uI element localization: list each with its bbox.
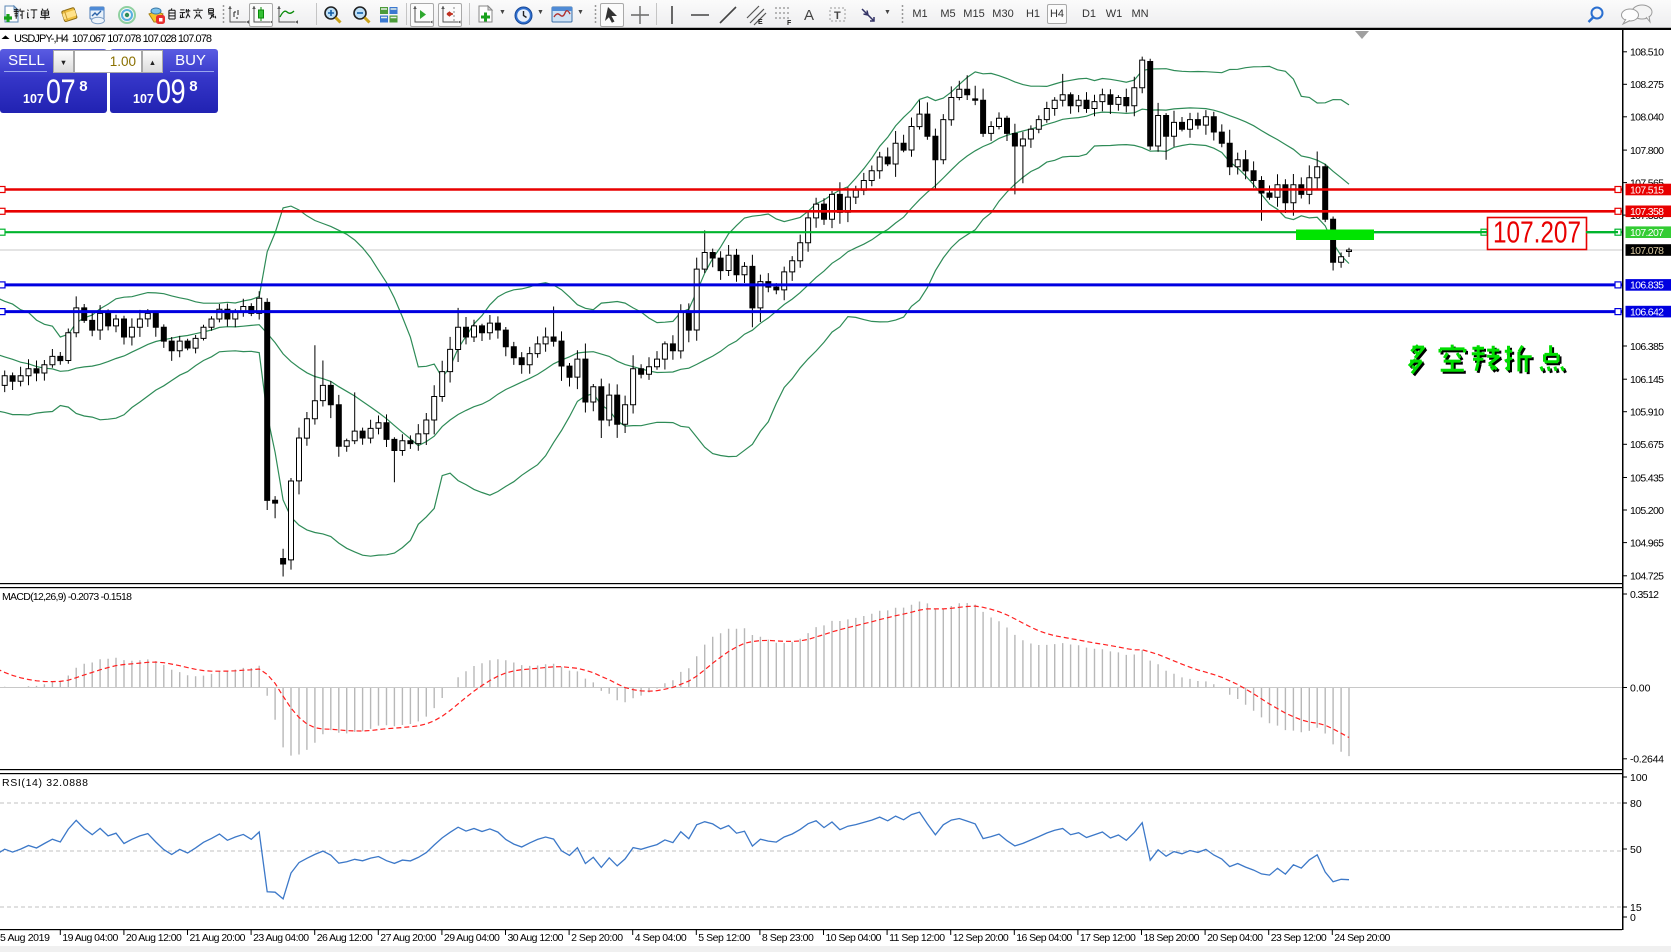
svg-text:108.275: 108.275 <box>1630 79 1664 91</box>
svg-text:12 Sep 20:00: 12 Sep 20:00 <box>953 932 1009 944</box>
svg-text:104.725: 104.725 <box>1630 571 1664 583</box>
svg-text:105.200: 105.200 <box>1630 505 1664 517</box>
svg-text:5 Sep 12:00: 5 Sep 12:00 <box>698 932 750 944</box>
svg-text:23 Aug 04:00: 23 Aug 04:00 <box>253 932 309 944</box>
svg-text:30 Aug 12:00: 30 Aug 12:00 <box>508 932 564 944</box>
svg-text:11 Sep 12:00: 11 Sep 12:00 <box>889 932 945 944</box>
svg-text:10 Sep 04:00: 10 Sep 04:00 <box>826 932 882 944</box>
svg-text:0: 0 <box>1630 912 1636 924</box>
svg-text:5 Aug 2019: 5 Aug 2019 <box>0 932 50 944</box>
svg-text:107.207: 107.207 <box>1630 227 1664 239</box>
svg-text:107.207: 107.207 <box>1493 215 1581 250</box>
svg-text:RSI(14) 32.0888: RSI(14) 32.0888 <box>2 777 88 789</box>
svg-text:4 Sep 04:00: 4 Sep 04:00 <box>635 932 687 944</box>
svg-text:106.145: 106.145 <box>1630 374 1664 386</box>
svg-text:100: 100 <box>1630 772 1648 784</box>
svg-text:29 Aug 04:00: 29 Aug 04:00 <box>444 932 500 944</box>
svg-text:0.00: 0.00 <box>1630 682 1651 694</box>
svg-text:24 Sep 20:00: 24 Sep 20:00 <box>1334 932 1390 944</box>
svg-text:105.910: 105.910 <box>1630 407 1664 419</box>
svg-text:17 Sep 12:00: 17 Sep 12:00 <box>1080 932 1136 944</box>
svg-text:2 Sep 20:00: 2 Sep 20:00 <box>571 932 623 944</box>
svg-text:23 Sep 12:00: 23 Sep 12:00 <box>1271 932 1327 944</box>
svg-text:107.515: 107.515 <box>1630 184 1664 196</box>
svg-text:-0.2644: -0.2644 <box>1630 754 1664 766</box>
svg-text:USDJPY-,H4 107.067 107.078 10: USDJPY-,H4 107.067 107.078 107.028 107.0… <box>14 33 212 45</box>
svg-text:18 Sep 20:00: 18 Sep 20:00 <box>1144 932 1200 944</box>
svg-text:21 Aug 20:00: 21 Aug 20:00 <box>190 932 246 944</box>
svg-text:20 Sep 04:00: 20 Sep 04:00 <box>1207 932 1263 944</box>
svg-text:T: T <box>834 10 841 22</box>
svg-text:106.642: 106.642 <box>1630 306 1664 318</box>
svg-text:F: F <box>787 20 792 26</box>
svg-text:MACD(12,26,9) -0.2073 -0.1518: MACD(12,26,9) -0.2073 -0.1518 <box>2 591 132 603</box>
svg-text:105.435: 105.435 <box>1630 472 1664 484</box>
svg-text:0.3512: 0.3512 <box>1630 589 1659 601</box>
svg-text:19 Aug 04:00: 19 Aug 04:00 <box>62 932 118 944</box>
svg-text:108.040: 108.040 <box>1630 112 1664 124</box>
svg-text:106.835: 106.835 <box>1630 280 1664 292</box>
svg-text:26 Aug 12:00: 26 Aug 12:00 <box>317 932 373 944</box>
svg-text:105.675: 105.675 <box>1630 439 1664 451</box>
svg-text:107.358: 107.358 <box>1630 206 1664 218</box>
svg-text:50: 50 <box>1630 844 1642 856</box>
svg-text:27 Aug 20:00: 27 Aug 20:00 <box>380 932 436 944</box>
svg-text:108.510: 108.510 <box>1630 47 1664 59</box>
svg-text:A: A <box>804 7 814 24</box>
svg-text:16 Sep 04:00: 16 Sep 04:00 <box>1016 932 1072 944</box>
svg-text:20 Aug 12:00: 20 Aug 12:00 <box>126 932 182 944</box>
svg-text:8 Sep 23:00: 8 Sep 23:00 <box>762 932 814 944</box>
svg-text:104.965: 104.965 <box>1630 537 1664 549</box>
svg-text:15: 15 <box>1630 902 1642 914</box>
svg-text:107.078: 107.078 <box>1630 245 1664 257</box>
svg-text:107.800: 107.800 <box>1630 145 1664 157</box>
svg-text:80: 80 <box>1630 798 1642 810</box>
svg-text:E: E <box>758 19 763 26</box>
svg-text:106.385: 106.385 <box>1630 341 1664 353</box>
